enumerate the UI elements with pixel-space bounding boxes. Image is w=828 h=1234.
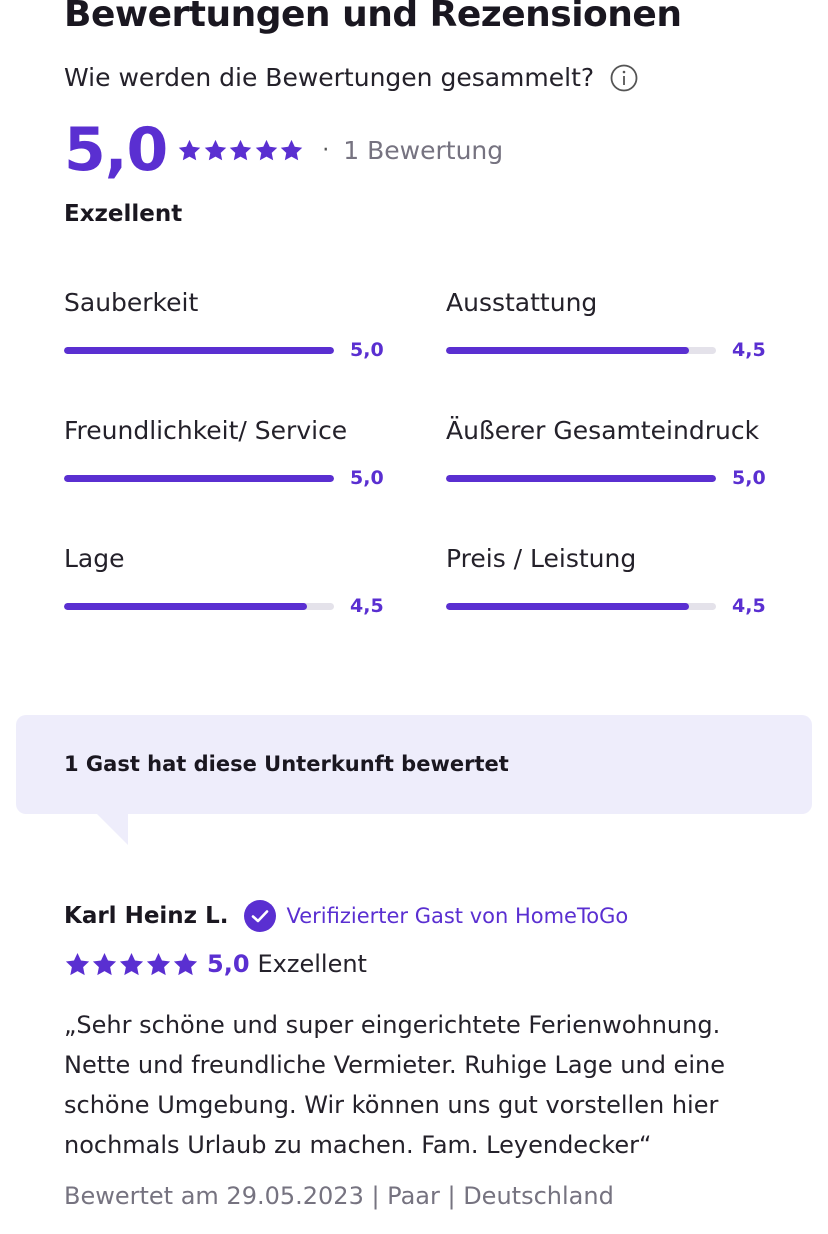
criterion-bar-fill: [446, 475, 716, 482]
verified-check-icon: [244, 900, 277, 932]
star-icon: [204, 139, 227, 160]
criterion-bar-fill: [446, 347, 689, 354]
reviewer-row: Karl Heinz L. Verifizierter Gast von Hom…: [64, 900, 628, 932]
guest-count-box: [16, 715, 812, 814]
review-score: 5,0: [207, 950, 250, 978]
how-collected-link[interactable]: Wie werden die Bewertungen gesammelt?: [64, 63, 595, 92]
how-collected-row: Wie werden die Bewertungen gesammelt?: [64, 63, 638, 92]
info-circle-icon[interactable]: [610, 64, 638, 92]
overall-rating-word: Exzellent: [64, 201, 183, 227]
criterion-bar-fill: [64, 347, 334, 354]
review-count: 1 Bewertung: [343, 135, 504, 165]
criterion-value: 5,0: [732, 467, 766, 489]
star-icon: [179, 139, 201, 160]
page-title: Bewertungen und Rezensionen: [64, 0, 682, 35]
criterion-value: 4,5: [732, 339, 766, 361]
criterion-bar: [64, 347, 334, 354]
criterion-bar: [446, 603, 716, 610]
review-rating-word: Exzellent: [257, 950, 367, 978]
review-text: „Sehr schöne und super eingerichtete Fer…: [64, 1011, 725, 1159]
criterion-bar-fill: [64, 475, 334, 482]
criterion-bar-fill: [64, 603, 307, 610]
criterion-value: 5,0: [350, 467, 384, 489]
separator-dot: ·: [322, 137, 330, 163]
criterion-bar-fill: [446, 603, 689, 610]
overall-score-row: 5,0 · 1 Bewertung: [64, 114, 503, 186]
guest-box-tail: [96, 813, 128, 845]
criterion-bar: [446, 475, 716, 482]
criterion-value: 5,0: [350, 339, 384, 361]
star-icon: [230, 139, 252, 160]
criterion-label: Freundlichkeit/ Service: [64, 416, 348, 445]
star-icon: [92, 952, 117, 975]
criterion-label: Ausstattung: [446, 288, 598, 317]
criterion-value: 4,5: [350, 595, 384, 617]
review-stars: [64, 951, 199, 978]
review-rating-row: 5,0 Exzellent: [64, 950, 367, 978]
verified-guest-label: Verifizierter Gast von HomeToGo: [286, 904, 629, 928]
criterion-label: Äußerer Gesamteindruck: [446, 416, 760, 445]
star-icon: [173, 952, 198, 975]
review-meta: Bewertet am 29.05.2023 | Paar | Deutschl…: [64, 1182, 614, 1210]
criterion-bar: [64, 603, 334, 610]
overall-stars: [177, 138, 304, 163]
overall-score: 5,0: [64, 115, 168, 185]
criterion-value: 4,5: [732, 595, 766, 617]
star-icon: [146, 952, 171, 975]
star-icon: [65, 952, 90, 975]
criterion-bar: [446, 347, 716, 354]
guest-count-text: 1 Gast hat diese Unterkunft bewertet: [64, 752, 509, 776]
criterion-label: Sauberkeit: [64, 288, 199, 317]
star-icon: [281, 139, 303, 160]
criterion-bar: [64, 475, 334, 482]
criterion-label: Preis / Leistung: [446, 544, 637, 573]
reviewer-name: Karl Heinz L.: [64, 903, 229, 929]
star-icon: [119, 952, 144, 975]
star-icon: [255, 139, 278, 160]
criterion-label: Lage: [64, 544, 125, 573]
